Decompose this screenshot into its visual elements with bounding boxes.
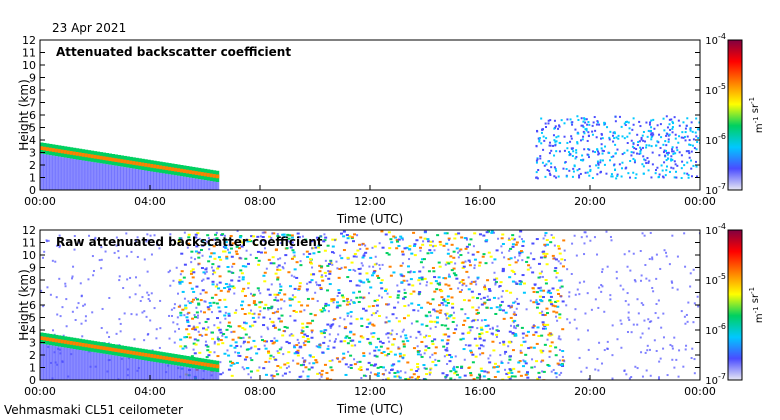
y-tick-label: 2 [29, 349, 36, 362]
feature-boundary-layer-descending [40, 142, 220, 190]
x-tick-label: 08:00 [244, 195, 276, 208]
y-tick-label: 4 [29, 134, 36, 147]
y-tick-label: 9 [29, 262, 36, 275]
y-tick-label: 1 [29, 172, 36, 185]
y-tick-label: 12 [22, 224, 36, 237]
y-tick-label: 6 [29, 299, 36, 312]
x-tick-label: 04:00 [134, 385, 166, 398]
y-tick-label: 2 [29, 159, 36, 172]
y-tick-label: 0 [29, 184, 36, 197]
y-axis-label: Height (km) [17, 79, 31, 150]
colorbar-tick-label: 10-7 [705, 182, 726, 197]
y-tick-label: 3 [29, 147, 36, 160]
x-tick-label: 00:00 [684, 385, 716, 398]
backscatter-field [40, 115, 700, 190]
x-tick-label: 12:00 [354, 385, 386, 398]
x-tick-label: 16:00 [464, 385, 496, 398]
x-axis-label: Time (UTC) [336, 402, 403, 416]
x-ticks: 00:00 04:00 08:00 12:00 16:00 20:00 00:00 [24, 375, 716, 398]
panel-1: Attenuated backscatter coefficient012345… [17, 32, 765, 226]
feature-scattered-clouds [535, 115, 700, 180]
x-ticks: 00:00 04:00 08:00 12:00 16:00 20:00 00:00 [24, 185, 716, 208]
y-tick-label: 7 [29, 287, 36, 300]
y-tick-label: 9 [29, 72, 36, 85]
panel-title: Raw attenuated backscatter coefficient [56, 235, 323, 249]
x-tick-label: 04:00 [134, 195, 166, 208]
x-tick-label: 20:00 [574, 385, 606, 398]
colorbar-tick-label: 10-5 [705, 272, 726, 287]
x-tick-label: 08:00 [244, 385, 276, 398]
colorbar-tick-label: 10-7 [705, 372, 726, 387]
colorbar-gradient [727, 229, 743, 381]
x-tick-label: 00:00 [24, 385, 56, 398]
colorbar-tick-label: 10-6 [705, 322, 726, 337]
backscatter-field [40, 230, 700, 380]
y-tick-label: 3 [29, 337, 36, 350]
y-tick-label: 12 [22, 34, 36, 47]
date-label: 23 Apr 2021 [52, 21, 126, 35]
y-tick-label: 6 [29, 109, 36, 122]
panel-2: Raw attenuated backscatter coefficient01… [17, 222, 765, 416]
y-tick-label: 7 [29, 97, 36, 110]
colorbar-tick-label: 10-4 [705, 222, 726, 237]
feature-daytime-noise [40, 230, 700, 380]
footer-label: Vehmasmaki CL51 ceilometer [4, 403, 183, 417]
y-tick-label: 11 [22, 237, 36, 250]
colorbar: 10-7 10-6 10-5 10-4 m-1 sr-1 [705, 32, 765, 197]
colorbar-tick-label: 10-4 [705, 32, 726, 47]
colorbar-tick-label: 10-6 [705, 132, 726, 147]
colorbar: 10-7 10-6 10-5 10-4 m-1 sr-1 [705, 222, 765, 387]
y-tick-label: 4 [29, 324, 36, 337]
y-tick-label: 11 [22, 47, 36, 60]
x-tick-label: 12:00 [354, 195, 386, 208]
x-tick-label: 16:00 [464, 195, 496, 208]
y-tick-label: 10 [22, 249, 36, 262]
feature-boundary-layer-descending [40, 332, 220, 380]
colorbar-tick-label: 10-5 [705, 82, 726, 97]
colorbar-unit: m-1 sr-1 [748, 287, 765, 323]
y-tick-label: 1 [29, 362, 36, 375]
x-tick-label: 20:00 [574, 195, 606, 208]
y-tick-label: 0 [29, 374, 36, 387]
x-axis-label: Time (UTC) [336, 212, 403, 226]
y-tick-label: 5 [29, 122, 36, 135]
colorbar-gradient [727, 39, 743, 191]
y-tick-label: 8 [29, 274, 36, 287]
y-tick-label: 10 [22, 59, 36, 72]
y-tick-label: 8 [29, 84, 36, 97]
x-tick-label: 00:00 [24, 195, 56, 208]
y-tick-label: 5 [29, 312, 36, 325]
panel-title: Attenuated backscatter coefficient [56, 45, 291, 59]
colorbar-unit: m-1 sr-1 [748, 97, 765, 133]
x-tick-label: 00:00 [684, 195, 716, 208]
y-axis-label: Height (km) [17, 269, 31, 340]
